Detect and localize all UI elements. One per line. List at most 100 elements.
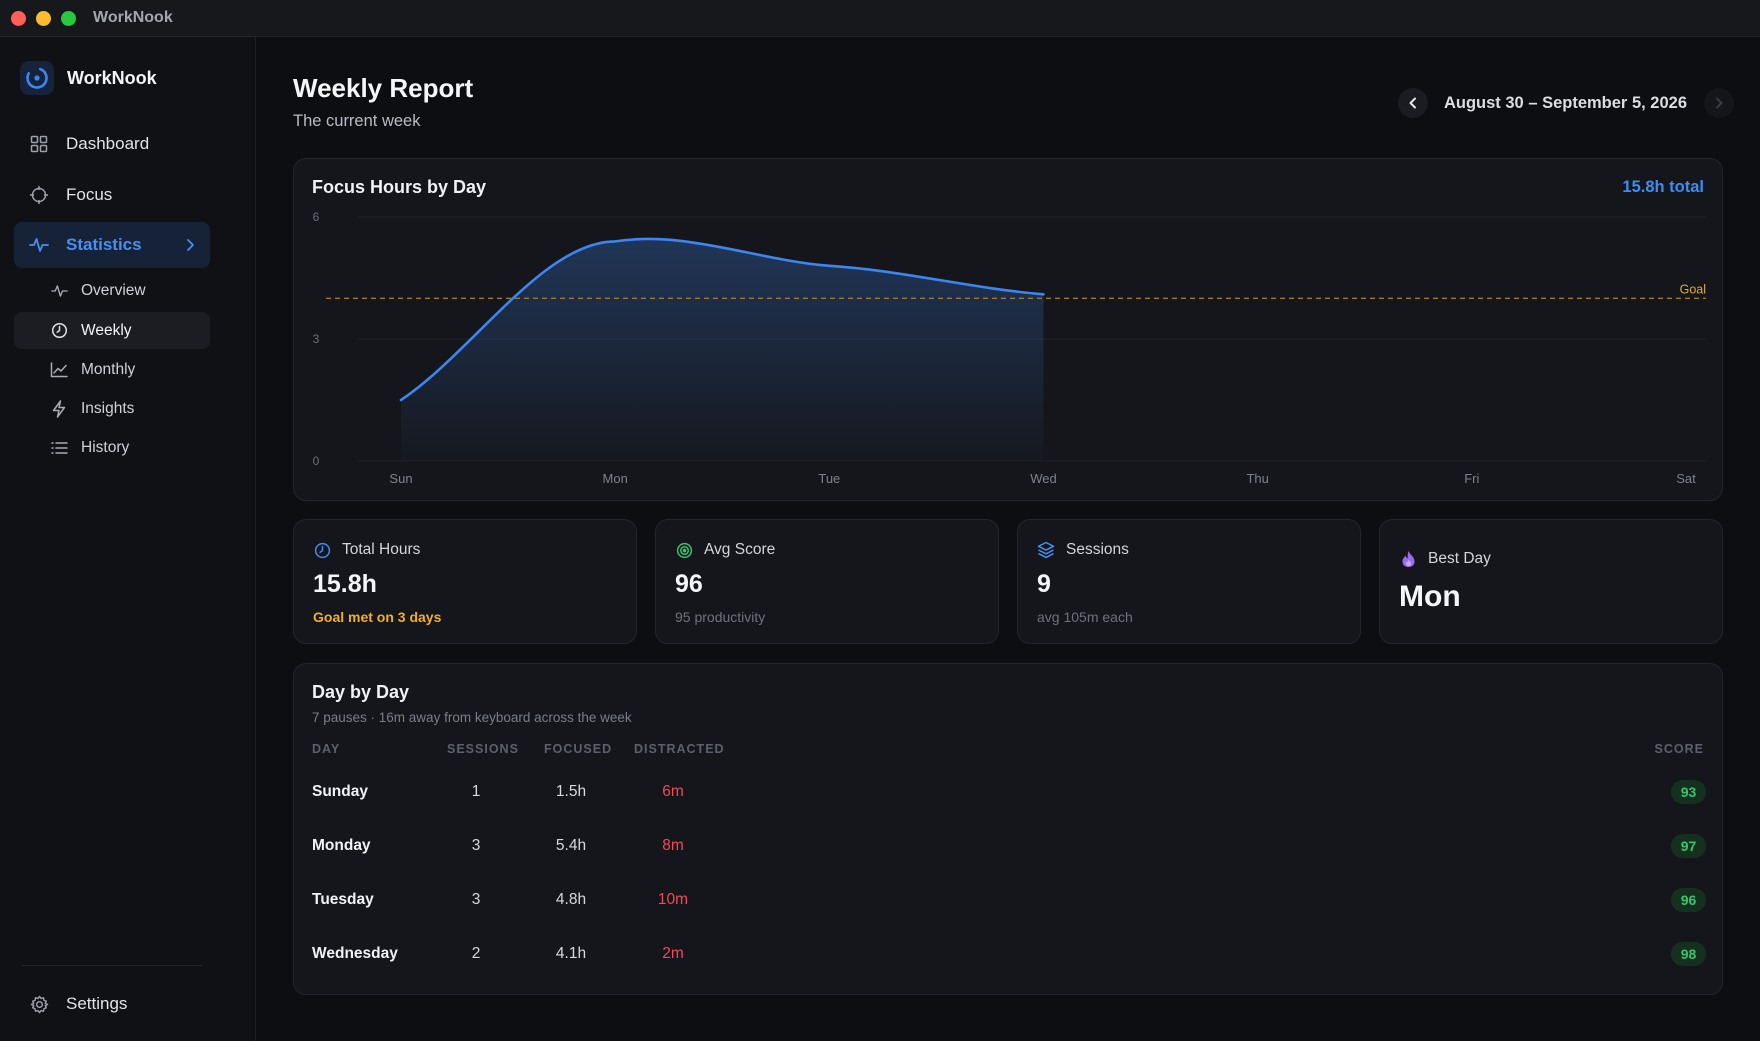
next-week-button[interactable] — [1704, 88, 1734, 118]
score-badge: 97 — [1671, 834, 1706, 858]
target-icon — [675, 541, 693, 559]
column-header-score: SCORE — [1654, 742, 1704, 756]
cell-focused: 4.1h — [555, 945, 587, 962]
sidebar-subitem-history[interactable]: History — [14, 429, 210, 466]
table-title: Day by Day — [312, 682, 410, 702]
chevron-right-icon — [187, 239, 194, 251]
sidebar-subitem-label: Insights — [81, 399, 135, 417]
cell-day: Wednesday — [312, 945, 398, 962]
page-subtitle: The current week — [293, 112, 421, 130]
window-controls — [11, 10, 76, 26]
table-row[interactable]: Monday 3 5.4h 8m 97 — [294, 826, 1724, 866]
sidebar-item-focus[interactable]: Focus — [14, 172, 210, 218]
cell-sessions: 1 — [471, 783, 481, 800]
grid-icon — [28, 133, 50, 155]
sidebar-item-dashboard[interactable]: Dashboard — [14, 121, 210, 167]
chevron-left-icon — [1409, 97, 1416, 109]
sidebar-item-label: Focus — [66, 185, 113, 204]
sidebar-subitem-label: Weekly — [81, 321, 132, 339]
cell-focused: 4.8h — [555, 891, 587, 908]
goal-label: Goal — [1680, 282, 1706, 296]
column-header-day: DAY — [312, 742, 341, 756]
title-bar: WorkNook — [0, 0, 1760, 37]
date-range-label: August 30 – September 5, 2026 — [1443, 93, 1687, 112]
clock-icon — [313, 541, 331, 559]
cell-distracted: 8m — [662, 837, 684, 854]
app-logo-icon — [20, 61, 54, 95]
table-row[interactable]: Wednesday 2 4.1h 2m 98 — [294, 934, 1724, 974]
series-area — [401, 238, 1044, 461]
score-badge: 96 — [1671, 888, 1706, 912]
stat-header: Sessions — [1037, 541, 1129, 559]
stat-card-sessions: Sessions 9 avg 105m each — [1017, 519, 1361, 644]
sidebar-subitem-monthly[interactable]: Monthly — [14, 351, 210, 388]
cell-sessions: 2 — [471, 945, 481, 962]
zoom-window-button[interactable] — [61, 10, 76, 26]
brand[interactable]: WorkNook — [20, 61, 157, 95]
table-row[interactable]: Sunday 1 1.5h 6m 93 — [294, 772, 1724, 812]
chart-title: Focus Hours by Day — [312, 177, 487, 197]
stat-note: 95 productivity — [675, 609, 766, 625]
sidebar-subitem-label: Overview — [81, 281, 146, 299]
x-tick-label: Sun — [389, 471, 412, 486]
sidebar-subitem-insights[interactable]: Insights — [14, 390, 210, 427]
stat-header: Avg Score — [675, 541, 775, 559]
stat-value: 96 — [675, 570, 703, 598]
sidebar-divider — [22, 965, 202, 966]
brand-name: WorkNook — [67, 67, 157, 88]
sidebar-item-label: Statistics — [66, 235, 142, 254]
day-by-day-card: Day by Day 7 pauses · 16m away from keyb… — [293, 663, 1723, 995]
pulse-icon — [28, 234, 50, 256]
window-title: WorkNook — [93, 9, 173, 26]
cell-distracted: 2m — [662, 945, 684, 962]
pulse-icon — [49, 281, 69, 301]
focus-hours-chart: 0 3 6 Sun Mon Tue Wed Thu Fri Sat Goal — [313, 210, 1706, 486]
cell-day: Monday — [312, 837, 371, 854]
table-subtitle: 7 pauses · 16m away from keyboard across… — [312, 710, 632, 725]
sidebar-item-settings[interactable]: Settings — [14, 981, 210, 1027]
minimize-window-button[interactable] — [36, 10, 51, 26]
cell-day: Sunday — [312, 783, 368, 800]
x-tick-label: Thu — [1246, 471, 1268, 486]
column-header-distracted: DISTRACTED — [634, 742, 725, 756]
cell-day: Tuesday — [312, 891, 374, 908]
y-tick-label: 0 — [313, 454, 320, 468]
table-row[interactable]: Tuesday 3 4.8h 10m 96 — [294, 880, 1724, 920]
series-line — [399, 237, 1045, 402]
list-icon — [49, 438, 69, 458]
stat-label: Sessions — [1066, 541, 1129, 558]
cell-distracted: 6m — [662, 783, 684, 800]
cell-focused: 1.5h — [555, 783, 587, 800]
score-badge: 98 — [1671, 942, 1706, 966]
stat-header: Total Hours — [313, 541, 420, 559]
stat-label: Avg Score — [704, 541, 776, 558]
previous-week-button[interactable] — [1397, 88, 1428, 118]
flame-icon — [1399, 550, 1417, 568]
score-badge: 93 — [1671, 780, 1706, 804]
cell-sessions: 3 — [471, 891, 481, 908]
line-chart-icon — [49, 360, 69, 380]
stat-value: 9 — [1037, 570, 1051, 598]
stat-header: Best Day — [1399, 550, 1491, 568]
close-window-button[interactable] — [11, 10, 26, 26]
sidebar: WorkNook Dashboard Focus Statistics — [0, 37, 256, 1041]
x-tick-label: Sat — [1676, 471, 1696, 486]
sidebar-subitem-weekly[interactable]: Weekly — [14, 312, 210, 349]
y-tick-label: 3 — [313, 332, 320, 346]
clock-icon — [49, 321, 69, 341]
layers-icon — [1037, 541, 1055, 559]
y-tick-label: 6 — [313, 210, 320, 224]
column-header-focused: FOCUSED — [544, 742, 613, 756]
bolt-icon — [49, 399, 69, 419]
crosshair-icon — [28, 184, 50, 206]
stat-note: Goal met on 3 days — [313, 609, 442, 625]
stat-value: 15.8h — [313, 570, 377, 598]
sidebar-subitem-overview[interactable]: Overview — [14, 272, 210, 309]
cell-distracted: 10m — [657, 891, 689, 908]
stat-label: Total Hours — [342, 541, 421, 558]
cell-sessions: 3 — [471, 837, 481, 854]
sidebar-item-statistics[interactable]: Statistics — [14, 222, 210, 268]
x-tick-label: Wed — [1030, 471, 1057, 486]
page-title: Weekly Report — [293, 73, 474, 103]
x-tick-label: Mon — [603, 471, 628, 486]
